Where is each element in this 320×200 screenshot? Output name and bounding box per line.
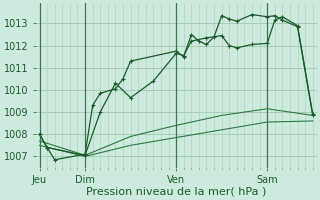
X-axis label: Pression niveau de la mer( hPa ): Pression niveau de la mer( hPa )	[86, 187, 266, 197]
